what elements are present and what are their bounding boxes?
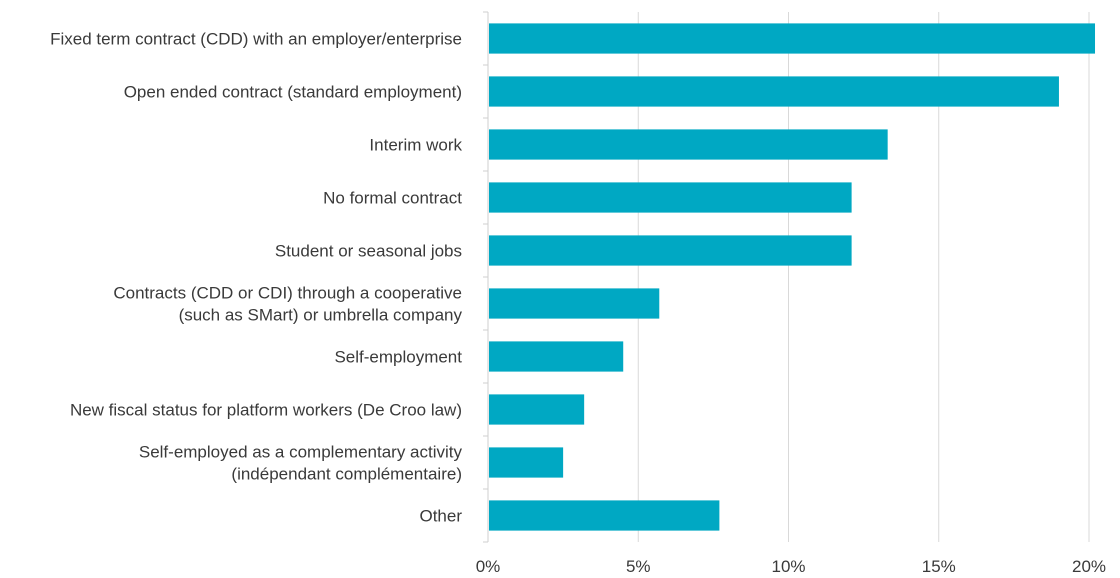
- category-label: New fiscal status for platform workers (…: [70, 401, 462, 420]
- x-tick-label: 15%: [922, 557, 956, 576]
- bar: [489, 23, 1096, 54]
- category-label-line: No formal contract: [323, 189, 462, 208]
- category-label: Other: [419, 507, 462, 526]
- category-label: Student or seasonal jobs: [275, 242, 462, 261]
- category-label-line: Open ended contract (standard employment…: [124, 83, 462, 102]
- category-label-line: Contracts (CDD or CDI) through a coopera…: [113, 284, 462, 303]
- bar: [489, 235, 852, 266]
- category-label: Contracts (CDD or CDI) through a coopera…: [113, 284, 462, 325]
- category-label-line: Fixed term contract (CDD) with an employ…: [50, 30, 462, 49]
- bar: [489, 76, 1059, 107]
- category-label: Self-employment: [334, 348, 462, 367]
- bars: [489, 23, 1096, 531]
- category-label: Fixed term contract (CDD) with an employ…: [50, 30, 462, 49]
- category-label-line: Interim work: [369, 136, 462, 155]
- category-axis-ticks: [483, 11, 489, 543]
- x-tick-label: 0%: [476, 557, 501, 576]
- x-tick-label: 20%: [1072, 557, 1106, 576]
- category-label: Self-employed as a complementary activit…: [139, 443, 463, 484]
- bar: [489, 500, 720, 531]
- bar: [489, 129, 888, 160]
- bar: [489, 341, 624, 372]
- category-label-line: New fiscal status for platform workers (…: [70, 401, 462, 420]
- bar: [489, 288, 660, 319]
- x-tick-label: 10%: [771, 557, 805, 576]
- category-label-line: (indépendant complémentaire): [231, 465, 462, 484]
- category-labels: Fixed term contract (CDD) with an employ…: [50, 30, 462, 526]
- x-tick-label: 5%: [626, 557, 651, 576]
- bar: [489, 447, 564, 478]
- category-label: Interim work: [369, 136, 462, 155]
- bar: [489, 394, 585, 425]
- category-label-line: Student or seasonal jobs: [275, 242, 462, 261]
- category-label: Open ended contract (standard employment…: [124, 83, 462, 102]
- category-label-line: Self-employed as a complementary activit…: [139, 443, 463, 462]
- category-label-line: Self-employment: [334, 348, 462, 367]
- bar: [489, 182, 852, 213]
- category-label-line: (such as SMart) or umbrella company: [179, 306, 463, 325]
- x-axis-tick-labels: 0% 5% 10% 15% 20%: [476, 557, 1106, 576]
- category-label: No formal contract: [323, 189, 462, 208]
- category-label-line: Other: [419, 507, 462, 526]
